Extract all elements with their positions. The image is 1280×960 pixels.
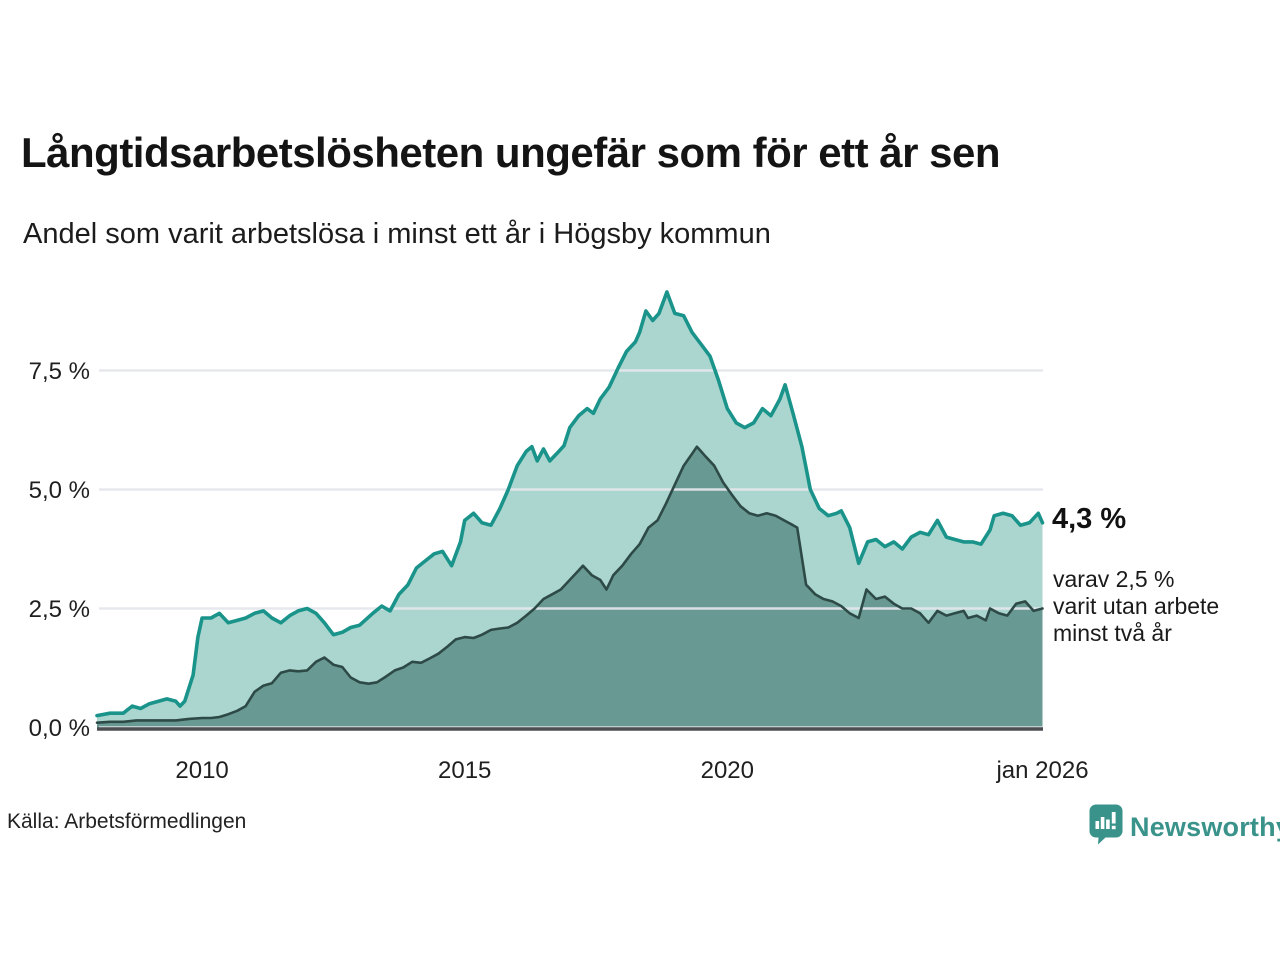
page-title: Långtidsarbetslösheten ungefär som för e… [21,129,1001,176]
x-tick-label: 2015 [438,757,491,784]
bar-chart-speech-bubble-icon [1089,804,1123,850]
detail-line-2: varit utan arbete [1053,593,1220,619]
newsworthy-logo: Newsworthy [1089,804,1280,850]
y-tick-label: 5,0 % [29,477,90,504]
axis-labels: 7,5 % 5,0 % 2,5 % 0,0 % 2010 2015 2020 jan 2026 [29,358,1089,784]
source-attribution: Källa: Arbetsförmedlingen [7,810,247,833]
detail-line-3: minst två år [1053,620,1172,646]
y-tick-label: 7,5 % [29,358,90,385]
x-tick-label: 2020 [701,757,754,784]
end-value-label-detail: varav 2,5 % varit utan arbete minst två … [1053,566,1219,647]
brand-name: Newsworthy [1130,811,1280,842]
x-tick-label: 2010 [175,757,228,784]
series-line-one-year [95,290,1045,718]
detail-line-1: varav 2,5 % [1053,566,1175,592]
end-value-label-total: 4,3 % [1052,503,1127,535]
y-tick-label: 0,0 % [29,715,90,742]
y-tick-label: 2,5 % [29,596,90,623]
series-area-two-years [97,446,1043,728]
series-line-two-years [95,445,1044,724]
series-lines [95,290,1045,724]
page-subtitle: Andel som varit arbetslösa i minst ett å… [23,218,771,250]
x-tick-label: jan 2026 [995,757,1088,784]
area-fills [97,292,1043,728]
